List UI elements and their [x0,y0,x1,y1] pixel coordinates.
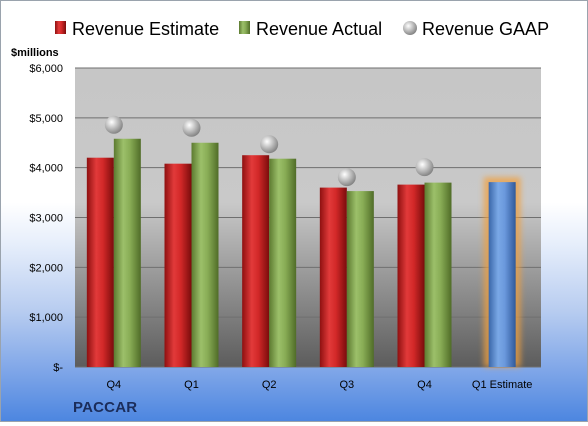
bar-revenue-actual [113,138,141,367]
marker-revenue-gaap [415,158,434,177]
bar-revenue-estimate [319,187,347,367]
legend-swatch-red [55,21,66,34]
bar-revenue-actual [346,191,374,367]
x-tick-label: Q1 [184,379,199,391]
y-tick-label: $2,000 [29,262,63,274]
y-tick-label: $5,000 [29,113,63,125]
gridlines [75,67,541,368]
y-tick-label: $3,000 [29,213,63,225]
bar-revenue-actual [191,142,219,367]
chart-marks [86,115,521,367]
x-tick-label: Q1 Estimate [472,379,533,391]
marker-revenue-gaap [260,135,279,154]
x-tick-label: Q3 [339,379,354,391]
x-tick-label: Q2 [262,379,277,391]
legend-item-revenue-actual: Revenue Actual [239,19,382,39]
marker-revenue-gaap [182,118,201,137]
y-axis-label: $millions [11,47,59,59]
bar-revenue-estimate [164,163,192,367]
y-tick-label: $1,000 [29,312,63,324]
bar-revenue-actual [424,182,452,367]
bar-revenue-actual [269,158,297,367]
legend: Revenue Estimate Revenue Actual Revenue … [55,19,549,39]
legend-label: Revenue GAAP [422,19,549,39]
legend-item-revenue-gaap: Revenue GAAP [403,19,549,39]
bar-revenue-estimate [397,184,425,367]
y-tick-label: $6,000 [29,63,63,75]
y-tick-label: $- [53,362,63,374]
bar-q1-estimate [488,182,516,367]
legend-label: Revenue Actual [256,19,382,39]
x-tick-label: Q4 [417,379,432,391]
y-tick-label: $4,000 [29,163,63,175]
bar-revenue-estimate [86,157,114,367]
marker-revenue-gaap [337,168,356,187]
x-tick-label: Q4 [106,379,121,391]
x-tick-labels: Q4 Q1 Q2 Q3 Q4 Q1 Estimate [106,379,532,391]
company-name: PACCAR [73,399,138,416]
legend-item-revenue-estimate: Revenue Estimate [55,19,219,39]
legend-marker-gray [403,21,417,35]
marker-revenue-gaap [104,115,123,134]
legend-swatch-green [239,21,250,34]
legend-label: Revenue Estimate [72,19,219,39]
bar-revenue-estimate [242,155,270,367]
y-tick-labels: $- $1,000 $2,000 $3,000 $4,000 $5,000 $6,000 [29,63,63,374]
